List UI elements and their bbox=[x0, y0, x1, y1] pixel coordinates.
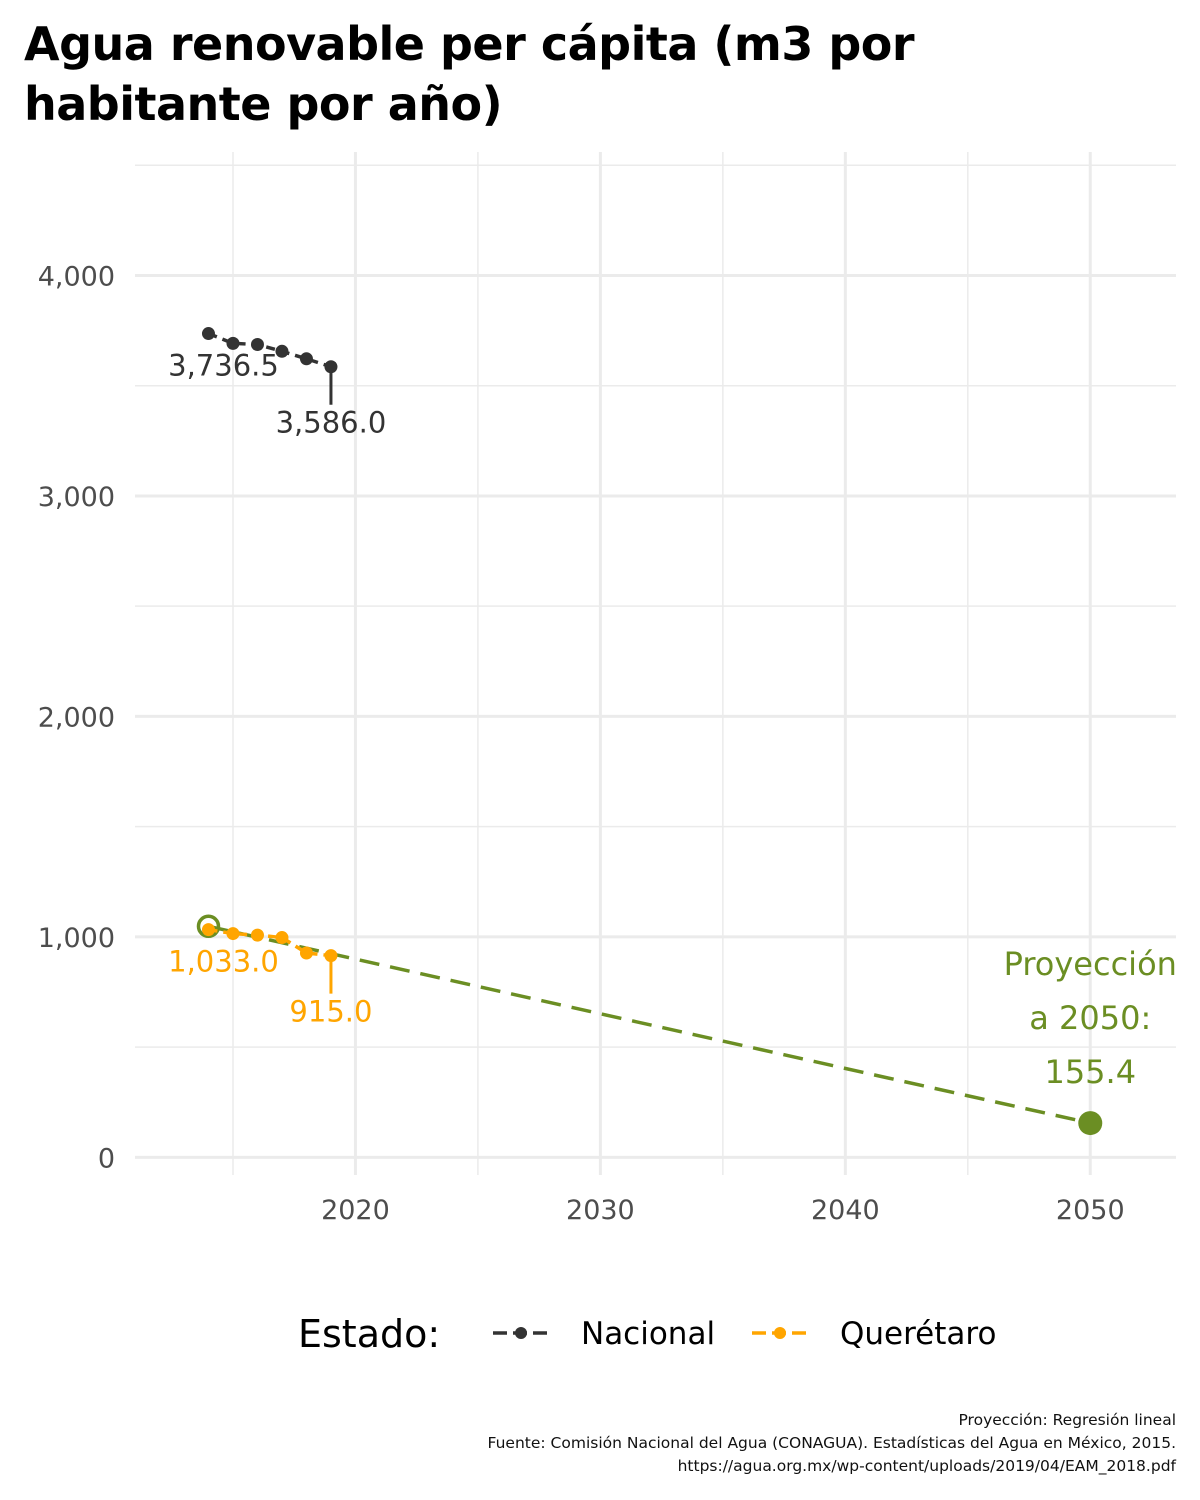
legend-key-point bbox=[515, 1327, 527, 1339]
projection-end-point bbox=[1078, 1111, 1103, 1136]
data-point bbox=[275, 931, 289, 945]
data-point bbox=[299, 946, 313, 960]
y-tick-label: 3,000 bbox=[38, 482, 115, 513]
data-point bbox=[324, 360, 338, 374]
legend-key-point bbox=[774, 1327, 786, 1339]
data-point bbox=[201, 923, 215, 937]
y-tick-label: 2,000 bbox=[38, 702, 115, 733]
legend-title: Estado: bbox=[298, 1312, 440, 1356]
caption-url: https://agua.org.mx/wp-content/uploads/2… bbox=[677, 1457, 1176, 1475]
y-tick-label: 4,000 bbox=[38, 261, 115, 292]
legend-entry-label: Querétaro bbox=[840, 1316, 996, 1352]
data-point bbox=[226, 927, 240, 941]
chart-title: Agua renovable per cápita (m3 por habita… bbox=[24, 17, 915, 131]
data-label-last: 3,586.0 bbox=[276, 406, 387, 440]
grid-lines bbox=[135, 152, 1176, 1175]
data-label-first: 3,736.5 bbox=[168, 349, 279, 383]
data-point bbox=[201, 327, 215, 341]
data-labels: Proyección a 2050: 155.4 3,736.5 3,586.0 1,03… bbox=[168, 349, 1177, 1092]
projection-line bbox=[208, 924, 1091, 1125]
x-tick-label: 2030 bbox=[566, 1195, 635, 1226]
data-point bbox=[250, 928, 264, 942]
projection-label-line: Proyección bbox=[1004, 945, 1177, 983]
x-tick-label: 2040 bbox=[811, 1195, 880, 1226]
data-point bbox=[250, 337, 264, 351]
data-point bbox=[299, 352, 313, 366]
y-tick-label: 1,000 bbox=[38, 923, 115, 954]
data-label-last: 915.0 bbox=[289, 995, 372, 1029]
data-series bbox=[196, 327, 1103, 1136]
projection-start-marker bbox=[196, 914, 221, 939]
projection-label-line: a 2050: bbox=[1029, 999, 1151, 1037]
data-point bbox=[275, 344, 289, 358]
axis-tick-labels: 0 1,000 2,000 3,000 4,000 2020 2030 2040 2050 bbox=[38, 261, 1125, 1226]
legend-entry-label: Nacional bbox=[581, 1316, 715, 1352]
caption-source: Fuente: Comisión Nacional del Agua (CONA… bbox=[487, 1434, 1176, 1452]
x-tick-label: 2050 bbox=[1056, 1195, 1125, 1226]
caption-method: Proyección: Regresión lineal bbox=[958, 1411, 1176, 1429]
data-point bbox=[324, 949, 338, 963]
projection-label-line: 155.4 bbox=[1044, 1053, 1136, 1091]
data-point bbox=[226, 336, 240, 350]
legend: Estado: Nacional Querétaro bbox=[298, 1312, 996, 1356]
data-label-first: 1,033.0 bbox=[168, 945, 279, 979]
y-tick-label: 0 bbox=[98, 1143, 115, 1174]
x-tick-label: 2020 bbox=[321, 1195, 390, 1226]
